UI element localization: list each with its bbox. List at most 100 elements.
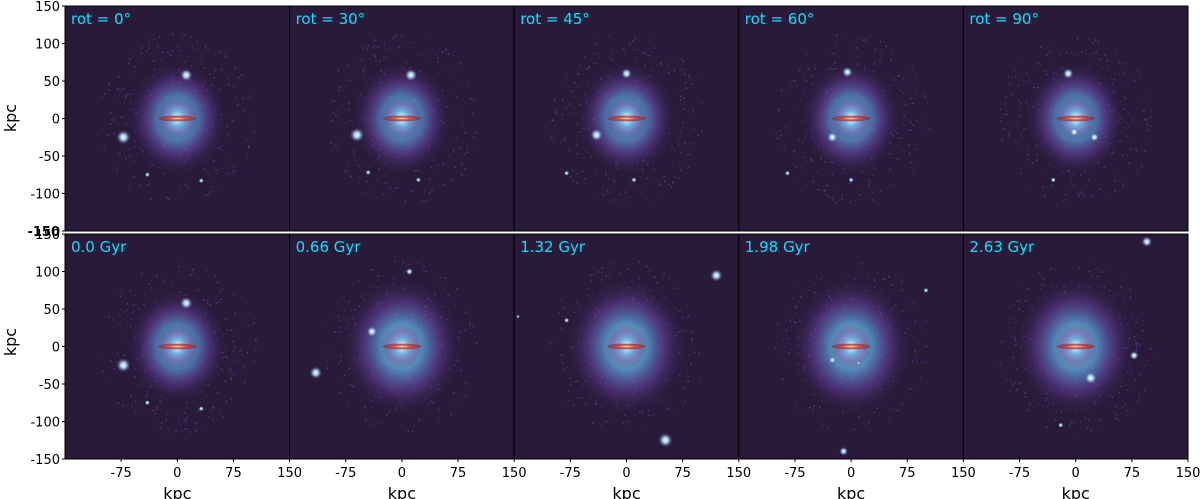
speckle (124, 327, 126, 330)
speckle (461, 402, 463, 405)
speckle (438, 286, 441, 288)
speckle (454, 89, 457, 92)
speckle (796, 407, 798, 409)
speckle (692, 86, 695, 89)
speckle (218, 301, 221, 303)
speckle (434, 53, 437, 56)
speckle (873, 411, 876, 413)
speckle (179, 423, 181, 426)
speckle (835, 45, 838, 47)
speckle (1099, 419, 1102, 422)
ylabel-top: kpc (1, 104, 20, 132)
speckle (362, 47, 364, 49)
speckle (904, 103, 907, 106)
speckle (1065, 193, 1067, 196)
speckle (201, 60, 204, 63)
speckle (226, 125, 228, 128)
panel-r0-c0: rot = 0° (64, 5, 291, 232)
speckle (466, 395, 468, 398)
speckle (1011, 383, 1014, 385)
speckle (101, 127, 103, 130)
speckle (804, 290, 806, 292)
speckle (1051, 184, 1054, 187)
speckle (125, 309, 128, 311)
speckle (165, 196, 168, 199)
speckle (179, 50, 182, 52)
speckle (454, 166, 457, 168)
speckle (329, 120, 331, 123)
speckle (1087, 419, 1090, 422)
speckle (847, 48, 849, 50)
speckle (912, 124, 915, 126)
speckle (1029, 187, 1032, 190)
speckle (438, 420, 440, 423)
galactic-disk (607, 343, 646, 350)
speckle (376, 179, 378, 182)
satellite-galaxy (1058, 422, 1064, 428)
speckle (234, 66, 236, 69)
speckle (195, 40, 198, 43)
speckle (682, 97, 685, 99)
speckle (1009, 389, 1011, 392)
speckle (391, 48, 394, 51)
speckle (143, 293, 146, 296)
speckle (805, 160, 808, 163)
speckle (885, 45, 888, 48)
speckle (668, 72, 670, 74)
speckle (169, 54, 172, 56)
speckle (1009, 130, 1011, 133)
speckle (1023, 127, 1025, 130)
speckle (134, 400, 137, 402)
speckle (369, 286, 372, 288)
speckle (131, 311, 134, 313)
xlabel: kpc (837, 484, 865, 499)
speckle (1083, 195, 1086, 197)
x-tick-label: 75 (450, 466, 467, 481)
speckle (119, 152, 122, 155)
speckle (372, 424, 374, 426)
speckle (635, 49, 637, 51)
speckle (1140, 127, 1142, 129)
speckle (253, 138, 256, 141)
speckle (1127, 135, 1129, 138)
speckle (469, 323, 471, 326)
speckle (224, 380, 227, 382)
speckle (465, 311, 467, 314)
speckle (834, 62, 836, 64)
speckle (160, 422, 163, 424)
speckle (1098, 58, 1101, 61)
speckle (464, 132, 466, 134)
speckle (346, 135, 349, 137)
speckle (208, 191, 210, 193)
speckle (232, 372, 235, 375)
speckle (1014, 69, 1016, 72)
speckle (1009, 318, 1012, 320)
speckle (648, 414, 650, 416)
speckle (1113, 411, 1115, 413)
speckle (900, 282, 902, 285)
speckle (346, 64, 349, 67)
speckle (471, 324, 474, 326)
speckle (893, 79, 895, 81)
speckle (421, 200, 423, 202)
speckle (1142, 320, 1145, 322)
speckle (431, 50, 434, 53)
speckle (678, 177, 680, 179)
satellite-galaxy (848, 177, 854, 183)
speckle (1016, 388, 1018, 391)
speckle (652, 408, 655, 411)
speckle (192, 269, 194, 271)
speckle (788, 342, 791, 345)
speckle (1114, 405, 1117, 407)
speckle (601, 267, 603, 269)
speckle (658, 183, 661, 185)
speckle (472, 148, 475, 151)
speckle (456, 137, 458, 139)
speckle (172, 33, 174, 35)
speckle (1128, 162, 1131, 164)
speckle (170, 282, 173, 284)
speckle (693, 352, 696, 354)
speckle (783, 346, 786, 349)
speckle (377, 275, 379, 277)
speckle (1054, 269, 1057, 271)
